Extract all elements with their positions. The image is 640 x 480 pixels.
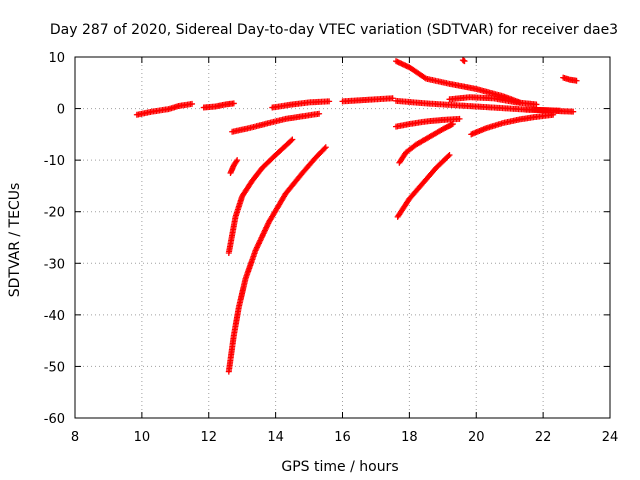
data-point	[449, 121, 456, 128]
data-point	[573, 77, 580, 84]
y-tick-label: -30	[44, 257, 65, 272]
x-tick-label: 18	[401, 430, 418, 445]
y-axis-label: SDTVAR / TECUs	[7, 183, 23, 298]
series-arc-11	[396, 121, 456, 166]
y-tick-label: -10	[44, 154, 65, 169]
series-arc-8	[339, 95, 396, 105]
data-point	[233, 158, 240, 165]
series-arc-3	[227, 157, 241, 177]
data-point	[189, 100, 196, 107]
data-point	[445, 153, 452, 160]
x-tick-label: 22	[535, 430, 552, 445]
data-point	[288, 137, 295, 144]
series-arc-1	[133, 100, 196, 118]
data-point	[326, 98, 333, 105]
x-axis-ticks: 8 10 12 14 16 18 20 22 24	[71, 57, 618, 445]
data-point	[321, 145, 328, 152]
data-point	[289, 136, 296, 143]
data-point	[322, 144, 329, 151]
y-tick-label: 10	[48, 51, 65, 66]
data-point	[234, 157, 241, 164]
series-arc-7	[269, 98, 333, 111]
x-tick-label: 8	[71, 430, 79, 445]
data-point	[316, 110, 323, 117]
series-arc-16	[523, 106, 577, 115]
data-point	[456, 115, 463, 122]
data-point	[446, 151, 453, 158]
data-point	[533, 101, 540, 108]
x-tick-label: 10	[134, 430, 151, 445]
series-arc-18	[459, 57, 468, 65]
data-point	[461, 58, 468, 65]
series-arc-17	[560, 74, 580, 84]
series-arc-2	[200, 100, 237, 111]
series-arc-5	[225, 144, 329, 375]
series-arc-12	[394, 151, 453, 220]
x-axis-label: GPS time / hours	[281, 459, 398, 475]
y-tick-label: -50	[44, 360, 65, 375]
y-tick-label: -40	[44, 309, 65, 324]
data-point	[421, 74, 428, 81]
y-tick-label: 0	[57, 103, 65, 118]
chart-title: Day 287 of 2020, Sidereal Day-to-day VTE…	[50, 22, 618, 38]
data-point	[389, 95, 396, 102]
series-arc-4	[225, 136, 296, 256]
data-marks	[133, 57, 580, 375]
x-tick-label: 14	[267, 430, 284, 445]
x-tick-label: 16	[334, 430, 351, 445]
series-arc-14	[446, 94, 540, 108]
data-point	[230, 100, 237, 107]
y-tick-label: -60	[44, 412, 65, 427]
data-point	[570, 108, 577, 115]
x-tick-label: 20	[468, 430, 485, 445]
series-arc-10	[393, 115, 463, 130]
x-tick-label: 24	[602, 430, 619, 445]
y-axis-ticks: 10 0 -10 -20 -30 -40 -50 -60	[44, 51, 610, 427]
series-arc-6	[229, 110, 323, 135]
series-arc-15	[468, 111, 557, 138]
x-tick-label: 12	[200, 430, 217, 445]
y-tick-label: -20	[44, 206, 65, 221]
